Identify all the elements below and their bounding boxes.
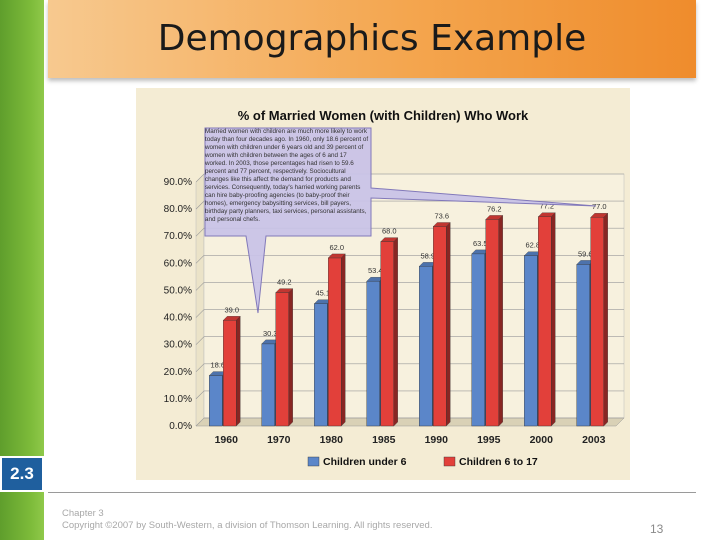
left-accent-bar	[0, 0, 44, 540]
legend-label: Children under 6	[323, 456, 407, 468]
data-label: 62.8	[525, 241, 540, 250]
data-label: 62.0	[329, 243, 344, 252]
bar	[419, 266, 433, 427]
chart-side-wall	[195, 173, 205, 427]
chart-floor	[195, 417, 625, 427]
bar-side	[393, 237, 398, 427]
bar-side	[498, 215, 503, 427]
bar	[223, 320, 237, 427]
bar	[366, 281, 380, 427]
data-label: 68.0	[382, 227, 397, 236]
y-tick-label: 0.0%	[169, 421, 192, 432]
y-tick-label: 30.0%	[164, 340, 192, 351]
data-label: 49.2	[277, 278, 292, 287]
gridline	[195, 173, 624, 183]
data-label: 39.0	[224, 305, 239, 314]
data-label: 45.1	[315, 289, 330, 298]
footer-copyright-line: Copyright ©2007 by South-Western, a divi…	[62, 520, 433, 531]
bar-side	[446, 222, 451, 427]
chart-figure: % of Married Women (with Children) Who W…	[136, 88, 630, 480]
title-banner	[48, 0, 696, 78]
data-label: 77.2	[539, 202, 554, 211]
x-tick-label: 1985	[372, 434, 396, 446]
bar	[380, 241, 394, 427]
chart-annotation: Married women with children are much mor…	[205, 128, 369, 223]
bar-side	[288, 288, 293, 427]
data-label: 18.6	[210, 361, 225, 370]
bar-side	[551, 212, 556, 427]
y-tick-label: 60.0%	[164, 258, 192, 269]
gridline	[195, 227, 624, 237]
y-tick-label: 40.0%	[164, 313, 192, 324]
y-tick-label: 80.0%	[164, 204, 192, 215]
bar-chart: % of Married Women (with Children) Who W…	[164, 108, 625, 468]
x-tick-label: 1970	[267, 434, 291, 446]
slide-title: Demographics Example	[157, 18, 587, 59]
data-label: 76.2	[487, 204, 502, 213]
legend-swatch	[307, 456, 320, 467]
bar	[209, 375, 223, 427]
x-tick-label: 1980	[320, 434, 344, 446]
bar-side	[603, 212, 608, 427]
x-tick-label: 1990	[425, 434, 449, 446]
bar	[261, 343, 275, 427]
bar-side	[341, 253, 346, 427]
bar	[328, 257, 342, 427]
x-tick-label: 2003	[582, 434, 606, 446]
chart-title: % of Married Women (with Children) Who W…	[238, 108, 529, 123]
data-label: 77.0	[592, 202, 607, 211]
y-tick-label: 90.0%	[164, 177, 192, 188]
data-label: 53.4	[368, 266, 383, 275]
footer-copyright: Chapter 3 Copyright ©2007 by South-Weste…	[62, 508, 432, 532]
y-tick-label: 70.0%	[164, 231, 192, 242]
x-tick-label: 2000	[530, 434, 554, 446]
x-tick-label: 1960	[215, 434, 239, 446]
bar	[524, 255, 538, 427]
data-label: 73.6	[434, 211, 449, 220]
bar	[576, 264, 590, 427]
bar	[433, 226, 447, 427]
section-badge: 2.3	[0, 456, 44, 492]
legend-label: Children 6 to 17	[459, 456, 538, 468]
bar-side	[236, 315, 241, 427]
y-tick-label: 50.0%	[164, 285, 192, 296]
footer-divider	[48, 492, 696, 493]
bar	[538, 216, 552, 427]
page-number: 13	[650, 522, 664, 536]
annotation-callout	[204, 127, 597, 314]
x-tick-label: 1995	[477, 434, 501, 446]
y-tick-label: 20.0%	[164, 367, 192, 378]
y-tick-label: 10.0%	[164, 394, 192, 405]
bar	[314, 303, 328, 427]
legend-swatch	[443, 456, 456, 467]
data-label: 30.3	[263, 329, 278, 338]
bar	[471, 253, 485, 427]
footer-chapter: Chapter 3	[62, 508, 104, 519]
data-label: 59.6	[578, 249, 593, 258]
data-label: 63.5	[473, 239, 488, 248]
bar	[590, 217, 604, 427]
bar	[485, 219, 499, 427]
bar	[275, 292, 289, 427]
data-label: 58.9	[420, 251, 435, 260]
